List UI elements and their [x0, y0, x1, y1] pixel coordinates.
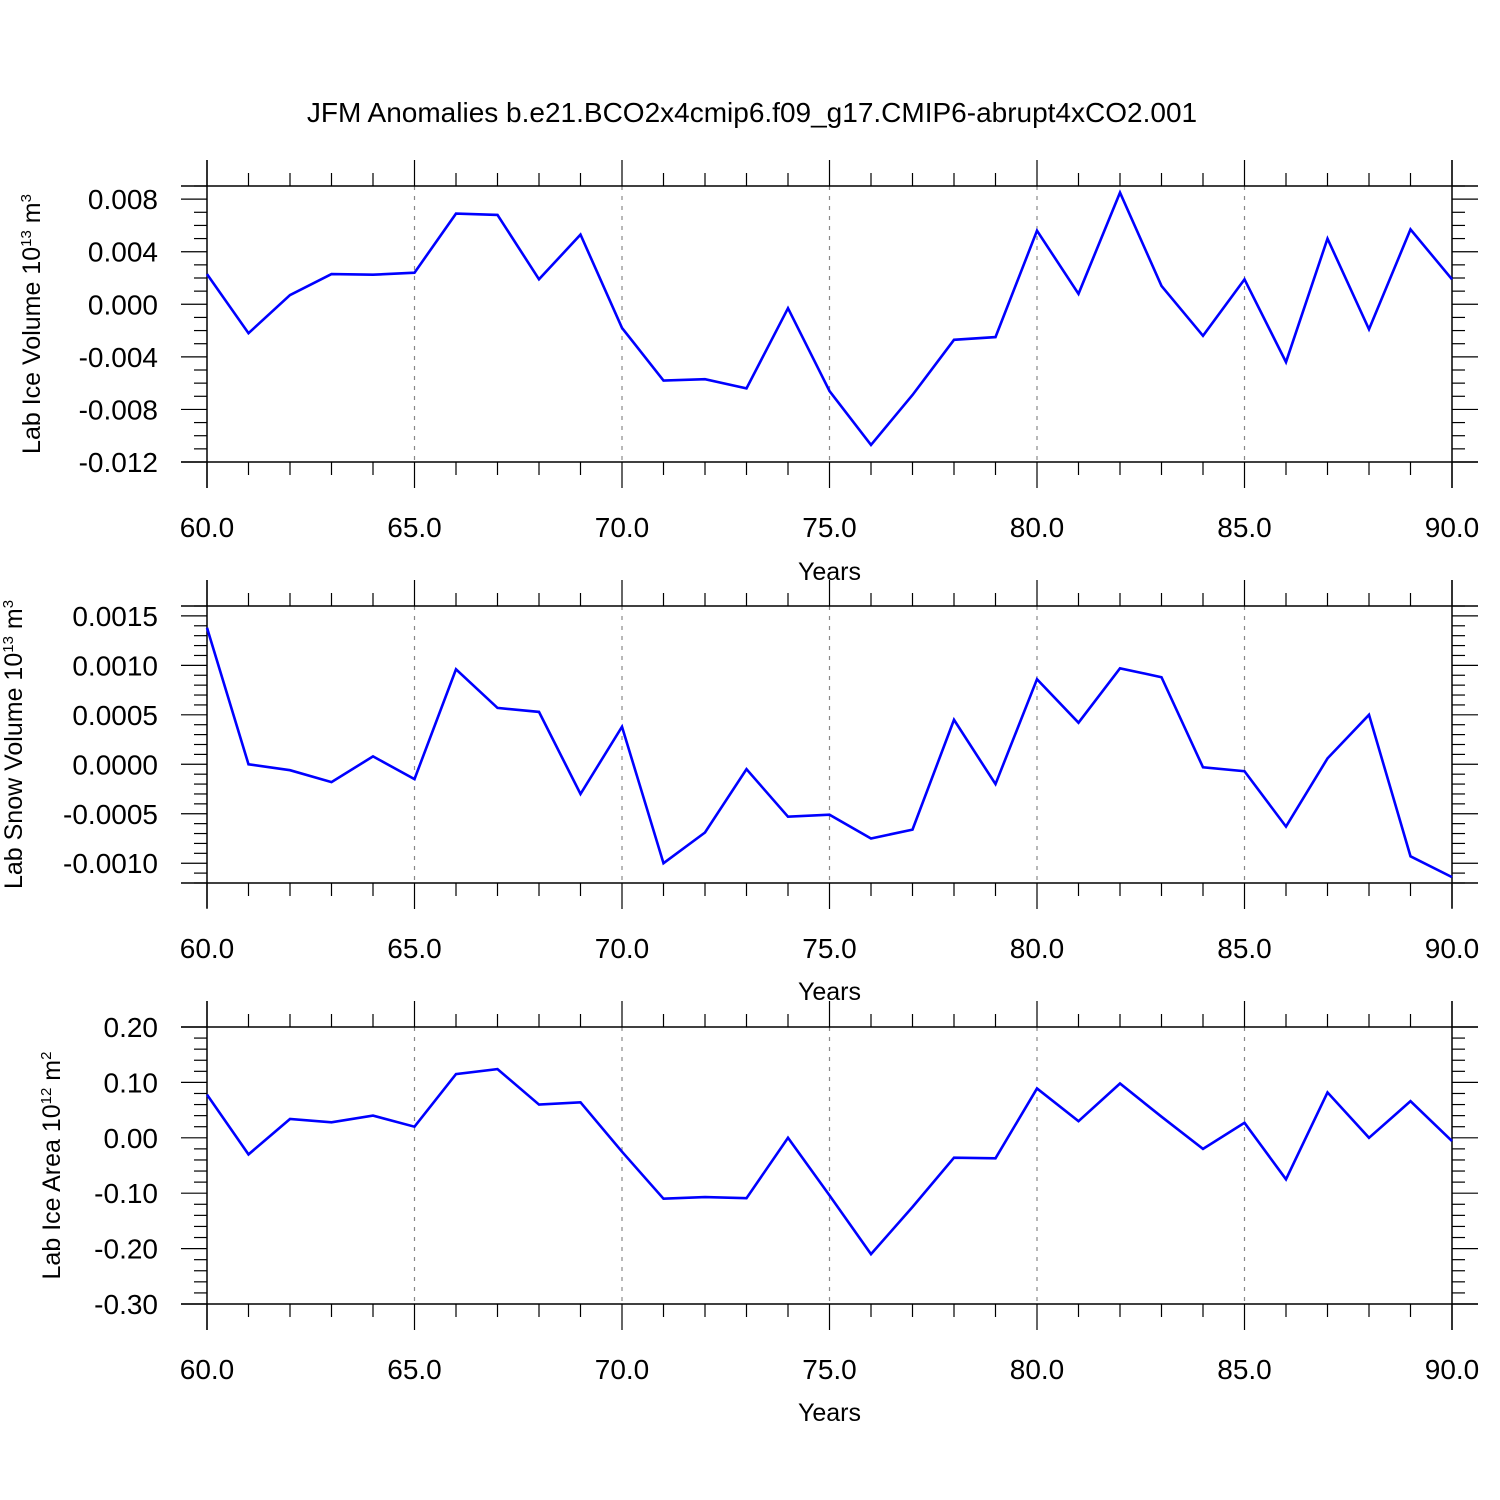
y-tick-label: -0.30	[94, 1289, 158, 1320]
y-tick-label: -0.008	[79, 394, 158, 425]
x-tick-label: 60.0	[180, 933, 235, 964]
x-tick-label: 75.0	[802, 933, 857, 964]
x-tick-label: 70.0	[595, 933, 650, 964]
chart-panel-2: 60.0 65.0 70.0 75.0 80.0 85.0 90.0 -0.0010 -0.00…	[0, 580, 1479, 1006]
y-tick-label: 0.0005	[72, 700, 158, 731]
series-line	[205, 627, 1453, 879]
y-axis-label: Lab Ice Volume 1013 m3	[18, 194, 46, 454]
x-tick-label: 60.0	[180, 1354, 235, 1385]
y-tick-label: 0.0000	[72, 749, 158, 780]
x-tick-label: 65.0	[387, 1354, 442, 1385]
x-tick-label: 60.0	[180, 512, 235, 543]
y-tick-label: -0.0005	[63, 799, 158, 830]
x-tick-label: 80.0	[1010, 1354, 1065, 1385]
y-tick-label: 0.20	[104, 1012, 159, 1043]
y-tick-label: 0.004	[88, 237, 158, 268]
y-tick-label: 0.000	[88, 289, 158, 320]
y-tick-label: 0.00	[104, 1123, 159, 1154]
x-axis-label: Years	[798, 1399, 861, 1427]
x-tick-label: 65.0	[387, 512, 442, 543]
y-axis-label: Lab Snow Volume 1013 m3	[0, 600, 28, 889]
y-axis-label: Lab Ice Area 1012 m2	[38, 1052, 66, 1280]
x-tick-label: 75.0	[802, 512, 857, 543]
x-tick-label: 70.0	[595, 512, 650, 543]
y-tick-label: 0.008	[88, 184, 158, 215]
panels: 60.0 65.0 70.0 75.0 80.0 85.0 90.0 -0.012 -0.008…	[0, 160, 1479, 1427]
chart-panel-1: 60.0 65.0 70.0 75.0 80.0 85.0 90.0 -0.012 -0.008…	[18, 160, 1479, 586]
y-tick-label: 0.0015	[72, 601, 158, 632]
x-tick-label: 65.0	[387, 933, 442, 964]
x-tick-label: 80.0	[1010, 933, 1065, 964]
y-tick-label: -0.004	[79, 342, 158, 373]
x-tick-label: 90.0	[1425, 933, 1480, 964]
x-tick-label: 90.0	[1425, 512, 1480, 543]
x-tick-label: 85.0	[1217, 933, 1272, 964]
x-tick-label: 85.0	[1217, 1354, 1272, 1385]
figure-title: JFM Anomalies b.e21.BCO2x4cmip6.f09_g17.…	[307, 97, 1197, 128]
x-tick-label: 85.0	[1217, 512, 1272, 543]
series-line	[205, 189, 1453, 447]
y-tick-label: -0.20	[94, 1234, 158, 1265]
x-tick-label: 70.0	[595, 1354, 650, 1385]
chart-panel-3: 60.0 65.0 70.0 75.0 80.0 85.0 90.0 -0.30 -0.20 -0…	[38, 1001, 1479, 1427]
y-tick-label: -0.012	[79, 447, 158, 478]
x-tick-label: 90.0	[1425, 1354, 1480, 1385]
y-tick-label: -0.0010	[63, 848, 158, 879]
x-tick-label: 75.0	[802, 1354, 857, 1385]
y-tick-label: 0.10	[104, 1067, 159, 1098]
series-line	[205, 1067, 1453, 1257]
y-tick-label: -0.10	[94, 1178, 158, 1209]
x-tick-label: 80.0	[1010, 512, 1065, 543]
y-tick-label: 0.0010	[72, 650, 158, 681]
